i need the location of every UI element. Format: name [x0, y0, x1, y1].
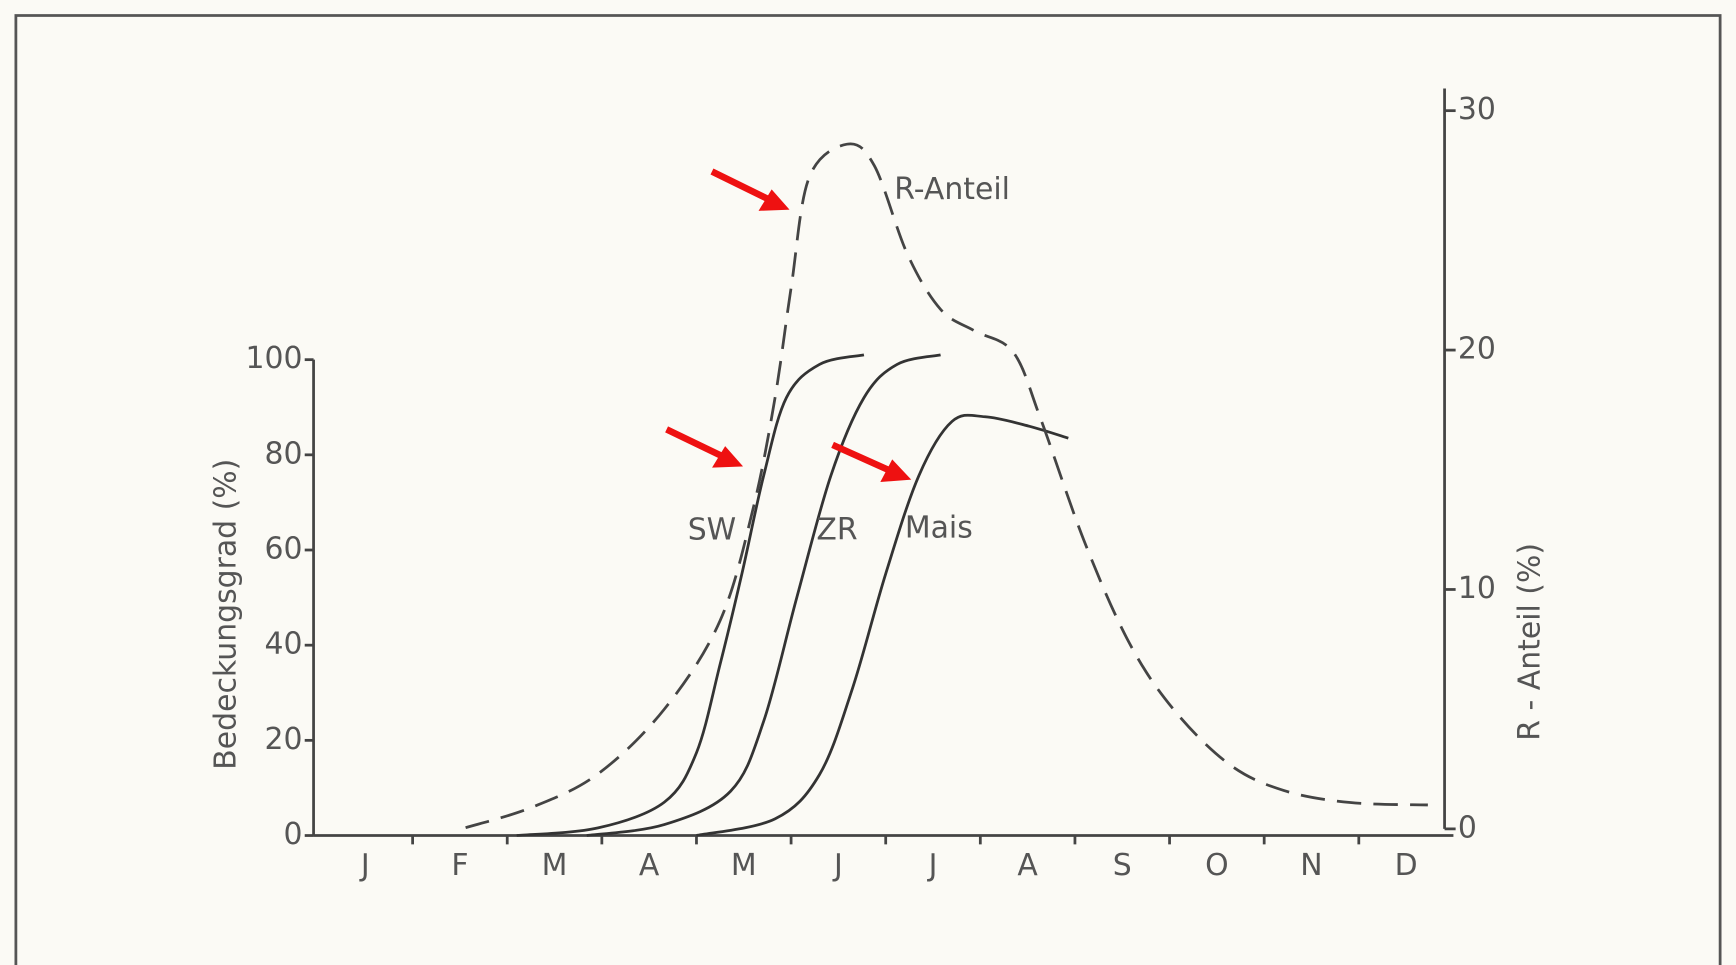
x-tick-label: D: [1395, 848, 1418, 883]
y2-tick-label: 10: [1458, 571, 1496, 606]
x-tick-label: S: [1113, 848, 1132, 883]
x-tick-label: J: [832, 848, 843, 883]
series-label: ZR: [816, 513, 857, 548]
x-tick-label: F: [451, 848, 468, 883]
arrow: [831, 441, 899, 477]
x-tick-label: N: [1300, 848, 1322, 883]
y-tick-label: 60: [265, 532, 303, 567]
annotation-arrows: [665, 168, 912, 483]
y2-tick-label: 30: [1458, 92, 1496, 127]
x-tick-label: M: [542, 848, 568, 883]
line-series: [696, 413, 1069, 837]
line-series: [516, 353, 865, 837]
y-tick-label: 80: [265, 436, 303, 471]
x-tick-label: A: [1017, 848, 1038, 883]
y-axis-label: Bedeckungsgrad (%): [209, 459, 244, 770]
arrow-head: [880, 459, 912, 483]
series-label: SW: [688, 513, 736, 548]
series-label: R-Anteil: [894, 172, 1010, 207]
x-tick-label: A: [639, 848, 660, 883]
y-tick-label: 100: [246, 341, 303, 376]
line-series: [586, 353, 941, 837]
y2-tick-label: 20: [1458, 332, 1496, 367]
y-tick-label: 0: [284, 817, 303, 852]
x-tick-label: J: [359, 848, 370, 883]
frame: [14, 14, 1722, 965]
arrow-head: [712, 446, 744, 468]
arrow: [665, 426, 731, 463]
y-tick-label: 40: [265, 627, 303, 662]
line-series: [465, 142, 1428, 830]
y2-tick-label: 0: [1458, 810, 1477, 845]
y2-axis-label: R - Anteil (%): [1512, 543, 1547, 741]
series-label: Mais: [905, 510, 973, 545]
x-tick-label: M: [731, 848, 757, 883]
y-tick-label: 20: [265, 722, 303, 757]
x-tick-label: J: [927, 848, 938, 883]
arrow-head: [758, 189, 790, 211]
x-tick-label: O: [1205, 848, 1229, 883]
arrow: [710, 168, 777, 206]
